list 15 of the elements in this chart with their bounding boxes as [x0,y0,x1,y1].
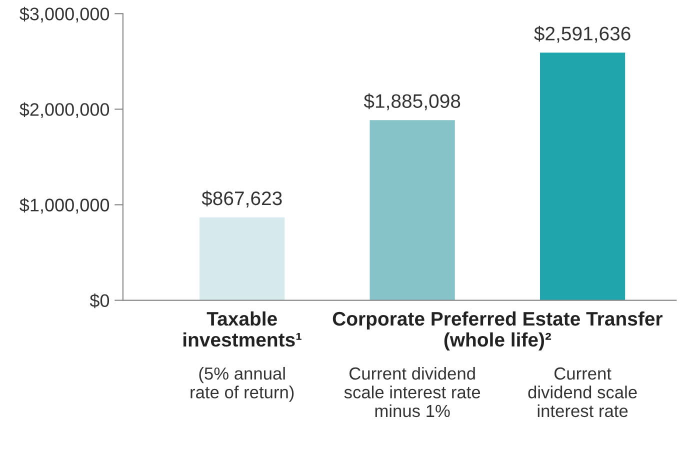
text: Corporate Preferred Estate Transfer (whole life)² [332,311,662,350]
y-tick-label: $0 [90,293,110,308]
data-label: $867,623 [202,190,282,208]
y-tick-label: $1,000,000 [20,198,110,214]
y-tick-label: $2,000,000 [20,102,110,118]
x-tick-label: Current dividend scale interest rate [528,367,637,418]
data-label: $2,591,636 [534,26,630,43]
text: Taxable investments¹ [183,311,302,347]
y-tick-label: $3,000,000 [20,6,110,23]
bar [200,217,285,300]
x-tick-label: Current dividend scale interest rate minus 1% [344,366,480,418]
x-tick-label: (5% annual rate of return) [190,366,294,402]
data-label: $1,885,098 [364,93,460,110]
bar [370,120,455,300]
bar [540,52,626,300]
